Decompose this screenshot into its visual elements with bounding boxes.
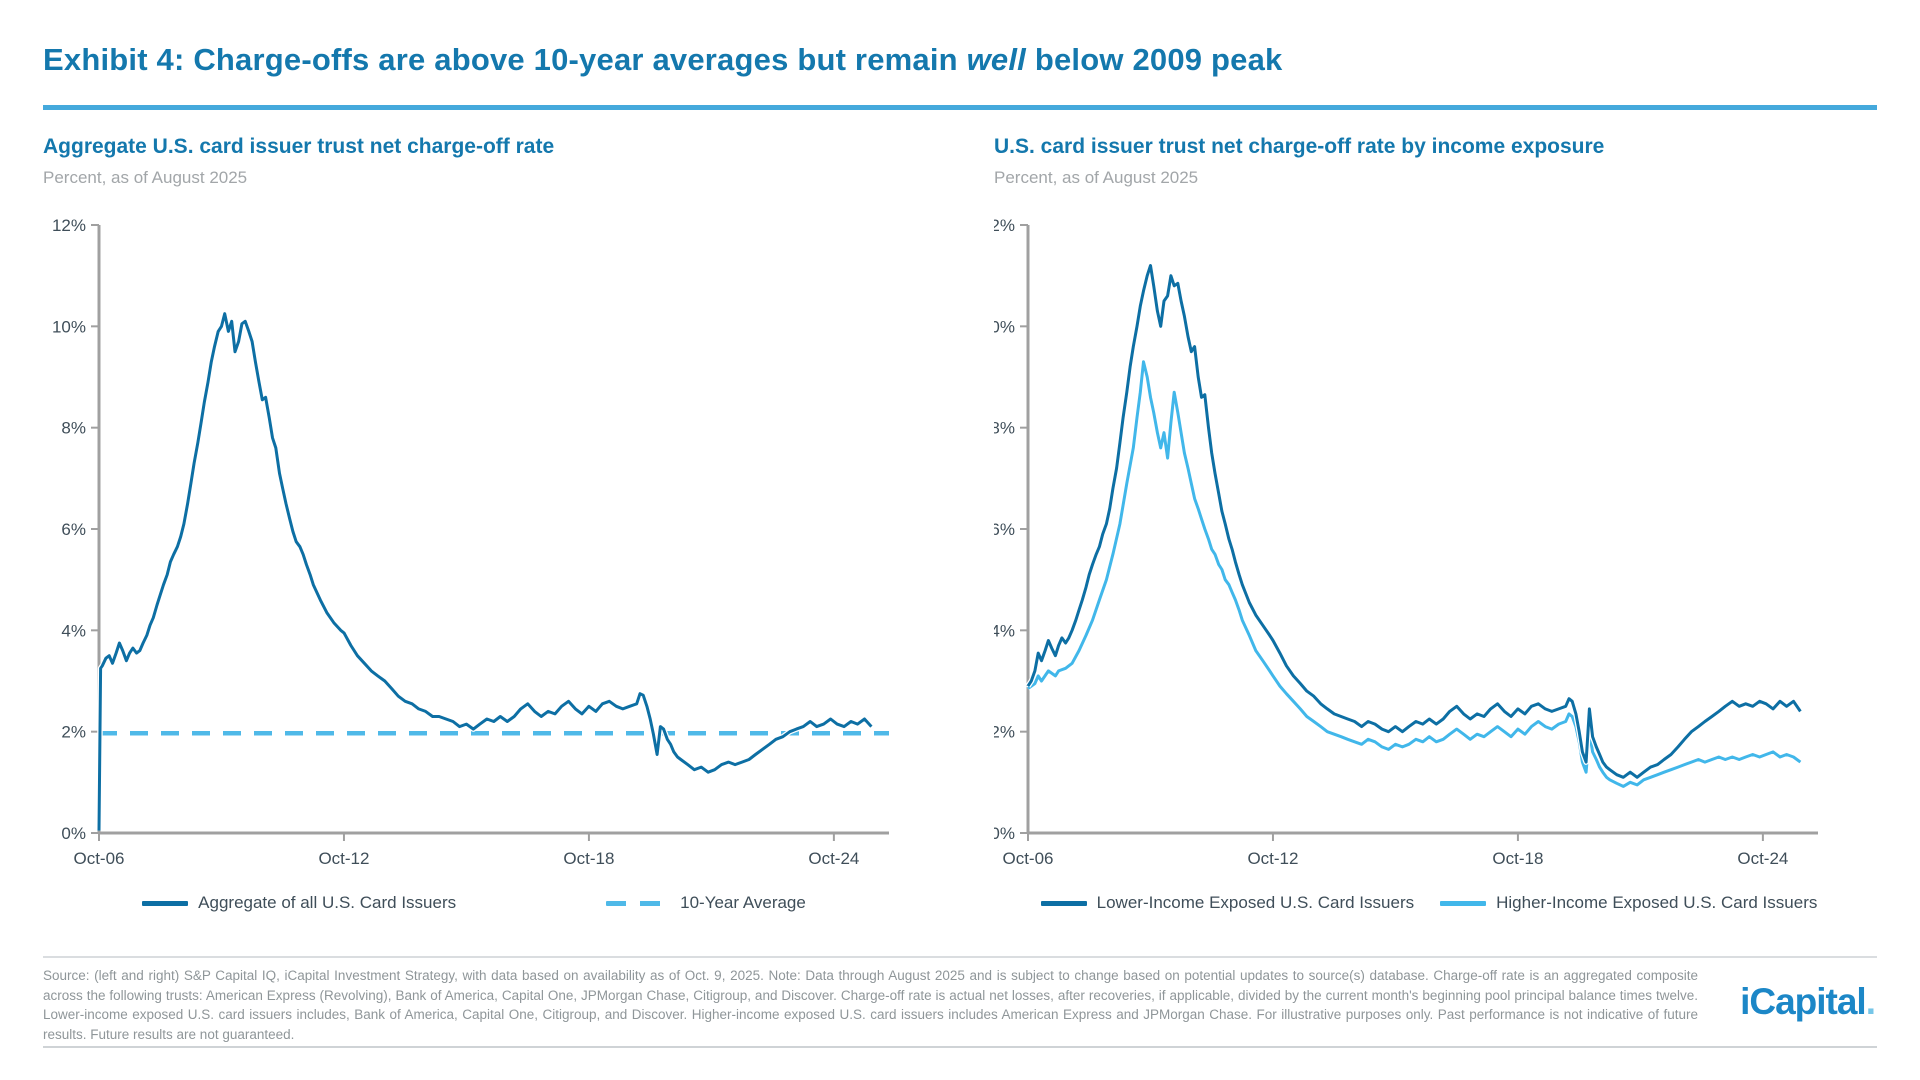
- y-tick-label: 4%: [994, 621, 1015, 640]
- legend-label: Lower-Income Exposed U.S. Card Issuers: [1096, 893, 1415, 912]
- y-tick-label: 12%: [52, 218, 86, 235]
- right-chart-legend: Lower-Income Exposed U.S. Card Issuers H…: [994, 893, 1864, 913]
- y-tick-label: 8%: [61, 419, 86, 438]
- page-title-italic: well: [966, 42, 1026, 77]
- legend-item-higher-income: Higher-Income Exposed U.S. Card Issuers: [1440, 893, 1817, 913]
- right-chart-subtitle: Percent, as of August 2025: [994, 168, 1199, 187]
- page-title: Exhibit 4: Charge-offs are above 10-year…: [43, 42, 1283, 78]
- y-tick-label: 6%: [61, 520, 86, 539]
- light-line-swatch: [1440, 900, 1487, 906]
- x-tick-label: Oct-18: [1492, 849, 1543, 868]
- footer-top-rule: [43, 956, 1877, 958]
- title-underline: [43, 105, 1877, 110]
- y-tick-label: 8%: [994, 419, 1015, 438]
- x-tick-label: Oct-12: [1247, 849, 1298, 868]
- aggregate-of-all-u-s-card-issuers-line: [97, 312, 873, 831]
- y-tick-label: 10%: [52, 317, 86, 336]
- icapital-logo-dot: .: [1865, 981, 1876, 1022]
- legend-item-average: 10-Year Average: [606, 893, 806, 913]
- x-tick-label: Oct-06: [1002, 849, 1053, 868]
- left-chart-section: Aggregate U.S. card issuer trust net cha…: [43, 135, 905, 912]
- x-tick-label: Oct-24: [1737, 849, 1788, 868]
- y-tick-label: 6%: [994, 520, 1015, 539]
- y-tick-label: 4%: [61, 621, 86, 640]
- solid-line-swatch: [142, 900, 189, 906]
- dark-line-swatch: [1040, 900, 1087, 906]
- left-chart-title: Aggregate U.S. card issuer trust net cha…: [43, 135, 555, 158]
- dashed-line-swatch: [606, 900, 671, 906]
- x-tick-label: Oct-24: [808, 849, 859, 868]
- page-title-pre: Exhibit 4: Charge-offs are above 10-year…: [43, 42, 967, 77]
- x-tick-label: Oct-06: [73, 849, 124, 868]
- x-tick-label: Oct-18: [563, 849, 614, 868]
- left-chart-subtitle: Percent, as of August 2025: [43, 168, 248, 187]
- plot-area: 0% 2% 4% 6% 8% 10% 12% Oct-06 Oct-12 Oct-18 Oct-24: [994, 218, 1818, 868]
- legend-item-lower-income: Lower-Income Exposed U.S. Card Issuers: [1040, 893, 1415, 913]
- left-chart-legend: Aggregate of all U.S. Card Issuers 10-Ye…: [43, 893, 905, 913]
- left-chart-plot: 0% 2% 4% 6% 8% 10% 12% Oct-06 Oct-12 Oct-18 Oct-24: [52, 218, 889, 868]
- icapital-logo: iCapital.: [1740, 981, 1876, 1023]
- right-chart-section: U.S. card issuer trust net charge-off ra…: [994, 135, 1864, 912]
- right-chart-plot: 0% 2% 4% 6% 8% 10% 12% Oct-06 Oct-12 Oct-18 Oct-24: [994, 218, 1818, 868]
- legend-label: 10-Year Average: [680, 893, 806, 912]
- legend-label: Aggregate of all U.S. Card Issuers: [198, 893, 457, 912]
- source-note: Source: (left and right) S&P Capital IQ,…: [43, 968, 1698, 1042]
- icapital-logo-text: iCapital: [1740, 981, 1867, 1022]
- page-title-post: below 2009 peak: [1026, 42, 1283, 77]
- higher-income-exposed-u-s-card-issuers-line: [1027, 360, 1802, 788]
- right-chart-title: U.S. card issuer trust net charge-off ra…: [994, 135, 1605, 158]
- lower-income-exposed-u-s-card-issuers-line: [1026, 264, 1802, 779]
- y-tick-label: 2%: [61, 723, 86, 742]
- footer-bottom-rule: [43, 1046, 1877, 1048]
- y-tick-label: 0%: [994, 824, 1015, 843]
- x-tick-label: Oct-12: [318, 849, 369, 868]
- lower-income-exposed-u-s-card-issuers-line-halo: [1025, 262, 1803, 781]
- y-tick-label: 0%: [61, 824, 86, 843]
- y-tick-label: 10%: [994, 317, 1015, 336]
- legend-item-aggregate: Aggregate of all U.S. Card Issuers: [142, 893, 456, 913]
- plot-area: 0% 2% 4% 6% 8% 10% 12% Oct-06 Oct-12 Oct-18 Oct-24: [52, 218, 889, 868]
- y-tick-label: 12%: [994, 218, 1015, 235]
- legend-label: Higher-Income Exposed U.S. Card Issuers: [1496, 893, 1818, 912]
- y-tick-label: 2%: [994, 723, 1015, 742]
